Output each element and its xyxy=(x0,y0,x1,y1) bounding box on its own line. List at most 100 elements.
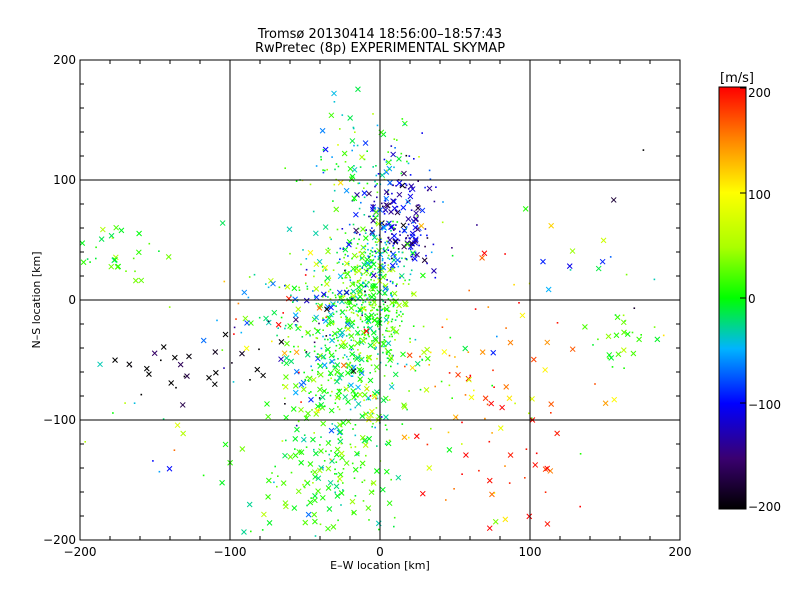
data-point-dot xyxy=(407,162,410,165)
data-point-dot xyxy=(363,294,366,297)
data-point-cross xyxy=(327,311,334,318)
data-point-dot xyxy=(374,304,377,307)
data-point-cross xyxy=(318,448,324,454)
data-point-dot xyxy=(361,333,364,335)
data-point-dot xyxy=(411,292,413,295)
data-point-dot xyxy=(369,395,372,397)
data-point-dot xyxy=(388,258,391,260)
data-point-dot xyxy=(368,335,370,338)
data-point-cross xyxy=(371,234,378,241)
data-point-dot xyxy=(334,491,336,494)
data-point-dot xyxy=(427,189,429,192)
data-point-dot xyxy=(350,375,353,377)
data-point-cross xyxy=(322,318,329,324)
data-point-cross xyxy=(463,452,469,458)
data-point-dot xyxy=(300,326,302,328)
data-point-dot xyxy=(304,479,306,482)
data-point-dot xyxy=(247,296,250,299)
data-point-dot xyxy=(350,339,353,341)
data-point-dot xyxy=(366,298,368,300)
data-point-cross xyxy=(423,387,430,393)
data-point-dot xyxy=(391,354,393,357)
data-point-dot xyxy=(202,474,205,477)
data-point-dot xyxy=(353,477,356,479)
data-point-dot xyxy=(365,274,368,276)
data-point-dot xyxy=(371,247,374,249)
data-point-dot xyxy=(258,316,261,319)
data-point-dot xyxy=(504,465,506,467)
data-point-cross xyxy=(222,331,229,338)
data-point-cross xyxy=(268,277,274,284)
data-point-dot xyxy=(486,403,489,406)
data-point-cross xyxy=(390,151,397,158)
data-point-dot xyxy=(333,189,336,192)
data-point-cross xyxy=(466,376,472,383)
data-point-dot xyxy=(306,504,308,507)
data-point-dot xyxy=(434,276,437,279)
data-point-dot xyxy=(409,190,411,193)
data-point-dot xyxy=(342,334,344,337)
data-point-cross xyxy=(338,450,345,457)
data-point-dot xyxy=(371,251,374,253)
data-point-cross xyxy=(412,236,419,243)
data-point-cross xyxy=(367,342,374,349)
data-point-cross xyxy=(323,281,330,287)
data-point-cross xyxy=(481,250,488,257)
data-point-cross xyxy=(333,206,340,213)
data-point-dot xyxy=(371,309,374,311)
data-point-dot xyxy=(298,289,301,291)
data-point-dot xyxy=(302,483,304,486)
data-point-cross xyxy=(385,159,392,166)
data-point-dot xyxy=(333,101,336,103)
data-point-cross xyxy=(313,314,320,321)
data-point-dot xyxy=(112,412,114,414)
data-point-dot xyxy=(368,267,370,270)
data-point-cross xyxy=(292,435,299,442)
data-point-dot xyxy=(223,280,226,283)
data-point-dot xyxy=(421,359,424,361)
data-point-dot xyxy=(343,256,345,259)
data-point-cross xyxy=(355,384,361,391)
data-point-dot xyxy=(387,241,390,244)
data-point-dot xyxy=(373,347,375,349)
data-point-cross xyxy=(426,465,433,471)
y-tick-label: −200 xyxy=(43,533,76,547)
data-point-cross xyxy=(339,329,346,336)
data-point-dot xyxy=(295,324,298,326)
data-point-cross xyxy=(98,236,105,243)
data-point-dot xyxy=(337,339,339,342)
data-point-dot xyxy=(267,286,270,289)
data-point-cross xyxy=(317,386,323,393)
data-point-dot xyxy=(355,247,358,249)
data-point-cross xyxy=(325,248,331,255)
data-point-dot xyxy=(304,349,306,351)
data-point-cross xyxy=(239,350,245,357)
data-point-dot xyxy=(354,305,357,307)
data-point-cross xyxy=(184,373,190,380)
data-point-dot xyxy=(371,412,374,415)
data-point-dot xyxy=(394,228,396,230)
data-point-dot xyxy=(351,297,353,300)
data-point-dot xyxy=(314,535,317,537)
data-point-cross xyxy=(328,112,335,119)
data-point-dot xyxy=(340,442,343,445)
data-point-dot xyxy=(387,257,389,259)
data-point-dot xyxy=(434,385,436,388)
data-point-dot xyxy=(374,250,377,253)
data-point-dot xyxy=(408,155,411,157)
data-point-dot xyxy=(175,386,177,389)
data-point-cross xyxy=(291,505,298,511)
data-point-dot xyxy=(342,248,344,250)
data-point-cross xyxy=(359,154,365,160)
data-point-cross xyxy=(313,411,320,417)
data-point-cross xyxy=(349,173,356,180)
data-point-cross xyxy=(298,406,304,413)
data-point-dot xyxy=(298,326,301,328)
data-point-dot xyxy=(390,333,393,336)
data-point-dot xyxy=(297,345,299,348)
data-point-dot xyxy=(373,234,375,237)
data-point-cross xyxy=(522,206,529,212)
data-point-dot xyxy=(320,384,323,386)
data-point-dot xyxy=(372,215,375,217)
data-point-dot xyxy=(372,289,374,292)
